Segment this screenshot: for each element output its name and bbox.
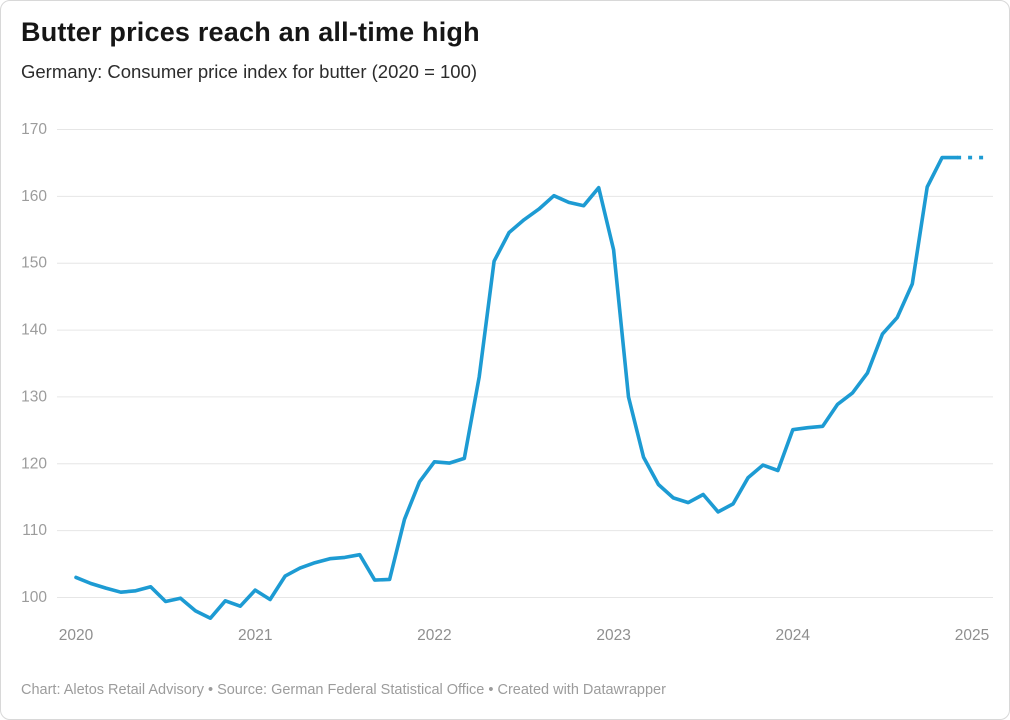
chart-attribution: Chart: Aletos Retail Advisory • Source: … (21, 682, 666, 698)
chart-subtitle: Germany: Consumer price index for butter… (21, 61, 478, 82)
x-axis-tick-label: 2020 (59, 627, 94, 644)
y-axis-tick-label: 130 (21, 388, 47, 405)
x-axis-tick-label: 2021 (238, 627, 272, 644)
x-axis-tick-label: 2025 (955, 627, 989, 644)
y-axis-tick-label: 170 (21, 121, 47, 138)
y-axis-tick-label: 110 (22, 522, 47, 539)
y-axis-tick-label: 100 (21, 589, 47, 606)
chart-title: Butter prices reach an all-time high (21, 17, 480, 47)
y-axis-tick-label: 120 (21, 455, 47, 472)
y-axis-tick-label: 140 (21, 322, 47, 339)
butter-cpi-line (74, 155, 959, 620)
x-axis-tick-label: 2023 (596, 627, 630, 644)
y-axis-tick-label: 150 (21, 255, 47, 272)
x-axis-tick-label: 2024 (776, 627, 811, 644)
x-axis-tick-label: 2022 (417, 627, 451, 644)
y-axis-tick-label: 160 (21, 188, 47, 205)
